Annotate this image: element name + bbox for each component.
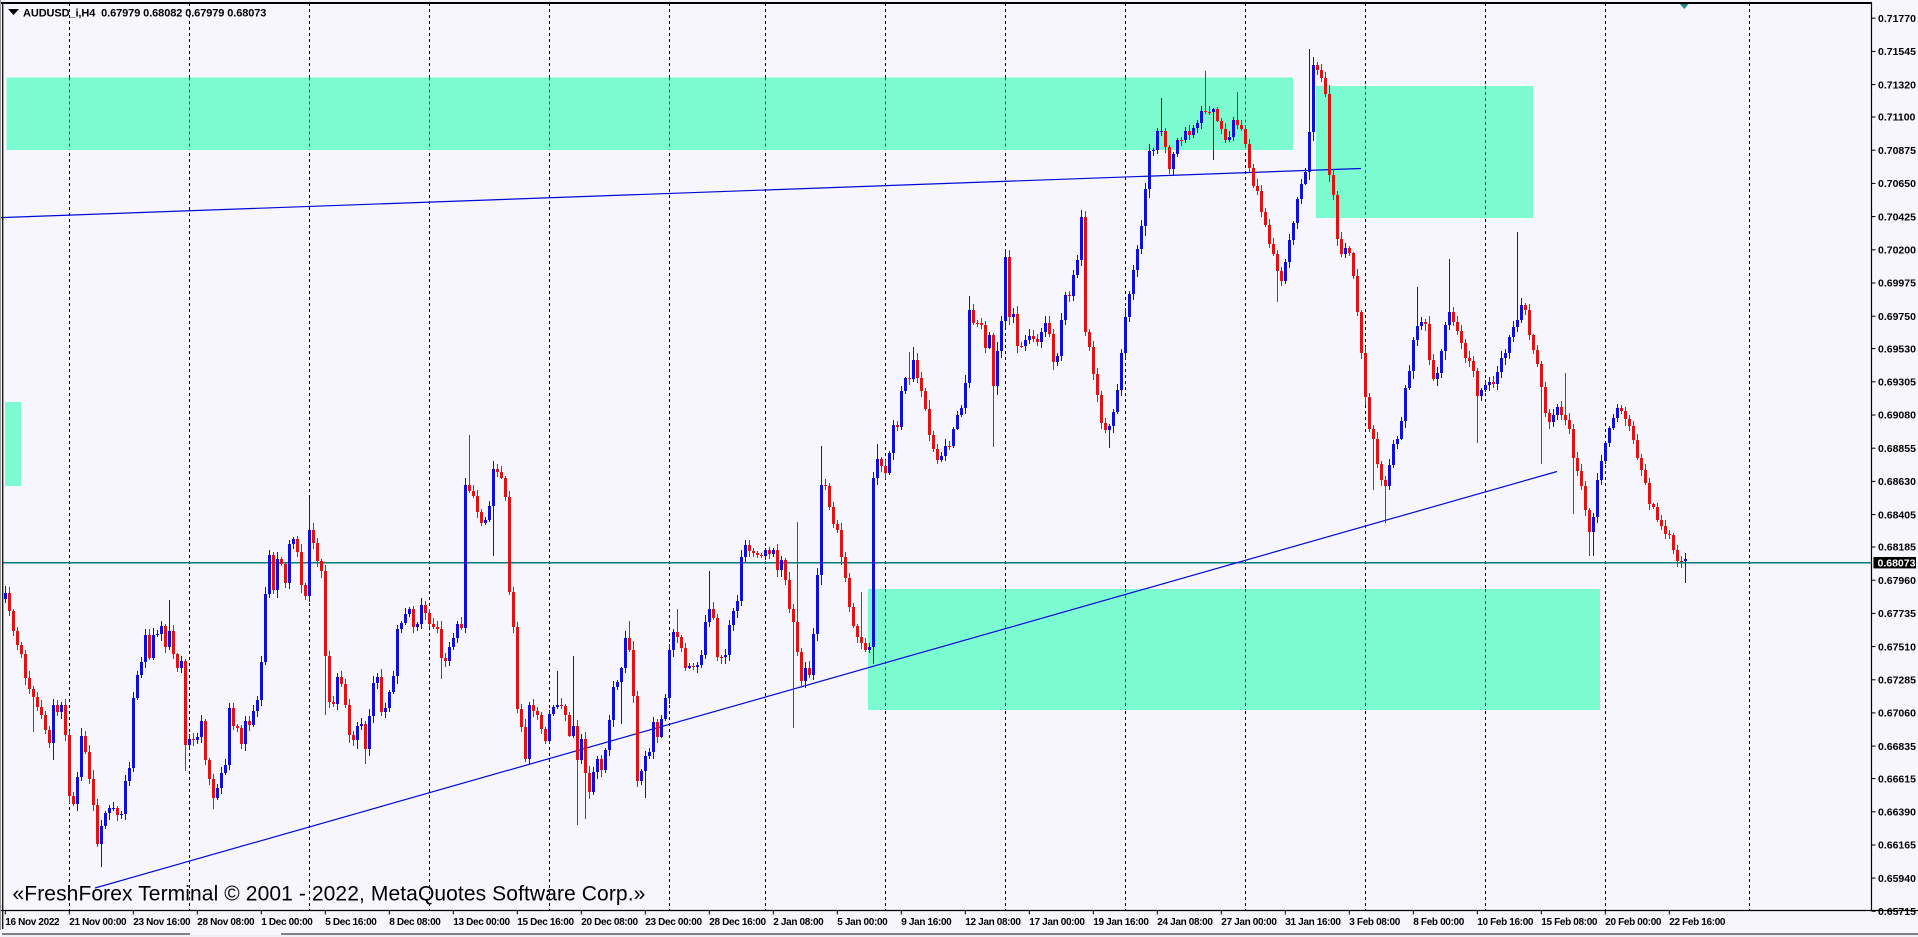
svg-text:0.68855: 0.68855 [1878, 443, 1916, 455]
svg-text:0.70200: 0.70200 [1878, 245, 1916, 257]
svg-text:0.65940: 0.65940 [1878, 873, 1916, 885]
svg-text:0.66390: 0.66390 [1878, 807, 1916, 819]
svg-text:31 Jan 16:00: 31 Jan 16:00 [1285, 917, 1341, 928]
svg-text:0.70650: 0.70650 [1878, 178, 1916, 190]
svg-text:2 Jan 08:00: 2 Jan 08:00 [773, 917, 824, 928]
svg-text:0.67960: 0.67960 [1878, 575, 1916, 587]
svg-text:21 Nov 00:00: 21 Nov 00:00 [69, 917, 127, 928]
svg-text:28 Nov 08:00: 28 Nov 08:00 [197, 917, 255, 928]
svg-text:5 Dec 16:00: 5 Dec 16:00 [325, 917, 377, 928]
svg-text:0.71320: 0.71320 [1878, 79, 1916, 91]
svg-text:17 Jan 00:00: 17 Jan 00:00 [1029, 917, 1085, 928]
svg-text:27 Jan 00:00: 27 Jan 00:00 [1221, 917, 1277, 928]
svg-text:3 Feb 08:00: 3 Feb 08:00 [1349, 917, 1400, 928]
svg-text:8 Dec 08:00: 8 Dec 08:00 [389, 917, 441, 928]
svg-text:0.67285: 0.67285 [1878, 675, 1916, 687]
svg-text:0.68073: 0.68073 [1878, 557, 1916, 569]
svg-text:15 Feb 08:00: 15 Feb 08:00 [1541, 917, 1598, 928]
svg-text:AUDUSD_i,H4 0.67979 0.68082 0: AUDUSD_i,H4 0.67979 0.68082 0.67979 0.68… [23, 8, 266, 20]
svg-text:0.71100: 0.71100 [1878, 112, 1916, 124]
svg-text:0.66165: 0.66165 [1878, 840, 1916, 852]
svg-text:0.68185: 0.68185 [1878, 542, 1916, 554]
svg-text:0.68405: 0.68405 [1878, 509, 1916, 521]
svg-text:0.70425: 0.70425 [1878, 211, 1916, 223]
svg-text:16 Nov 2022: 16 Nov 2022 [5, 917, 60, 928]
svg-text:9 Jan 16:00: 9 Jan 16:00 [901, 917, 952, 928]
svg-text:0.65715: 0.65715 [1878, 906, 1916, 918]
svg-text:23 Dec 00:00: 23 Dec 00:00 [645, 917, 702, 928]
svg-text:0.71770: 0.71770 [1878, 13, 1916, 25]
svg-text:0.67735: 0.67735 [1878, 608, 1916, 620]
svg-text:20 Dec 08:00: 20 Dec 08:00 [581, 917, 638, 928]
svg-text:20 Feb 00:00: 20 Feb 00:00 [1605, 917, 1662, 928]
svg-text:0.69530: 0.69530 [1878, 343, 1916, 355]
svg-text:0.69080: 0.69080 [1878, 410, 1916, 422]
svg-text:12 Jan 08:00: 12 Jan 08:00 [965, 917, 1021, 928]
svg-text:19 Jan 16:00: 19 Jan 16:00 [1093, 917, 1149, 928]
svg-text:1 Dec 00:00: 1 Dec 00:00 [261, 917, 313, 928]
svg-text:0.70875: 0.70875 [1878, 145, 1916, 157]
svg-text:0.66835: 0.66835 [1878, 741, 1916, 753]
svg-text:15 Dec 16:00: 15 Dec 16:00 [517, 917, 574, 928]
svg-text:10 Feb 16:00: 10 Feb 16:00 [1477, 917, 1534, 928]
svg-text:24 Jan 08:00: 24 Jan 08:00 [1157, 917, 1213, 928]
svg-text:28 Dec 16:00: 28 Dec 16:00 [709, 917, 766, 928]
svg-text:0.67060: 0.67060 [1878, 708, 1916, 720]
svg-text:0.67510: 0.67510 [1878, 641, 1916, 653]
svg-text:«FreshForex Terminal © 2001 -: «FreshForex Terminal © 2001 - 2022, Meta… [13, 883, 646, 906]
svg-text:0.66615: 0.66615 [1878, 773, 1916, 785]
svg-text:0.69305: 0.69305 [1878, 377, 1916, 389]
svg-text:23 Nov 16:00: 23 Nov 16:00 [133, 917, 191, 928]
svg-text:13 Dec 00:00: 13 Dec 00:00 [453, 917, 510, 928]
svg-text:0.68630: 0.68630 [1878, 476, 1916, 488]
svg-text:0.69975: 0.69975 [1878, 278, 1916, 290]
svg-text:5 Jan 00:00: 5 Jan 00:00 [837, 917, 888, 928]
svg-text:0.69750: 0.69750 [1878, 311, 1916, 323]
svg-text:8 Feb 00:00: 8 Feb 00:00 [1413, 917, 1464, 928]
svg-text:0.71545: 0.71545 [1878, 46, 1916, 58]
svg-text:22 Feb 16:00: 22 Feb 16:00 [1669, 917, 1726, 928]
